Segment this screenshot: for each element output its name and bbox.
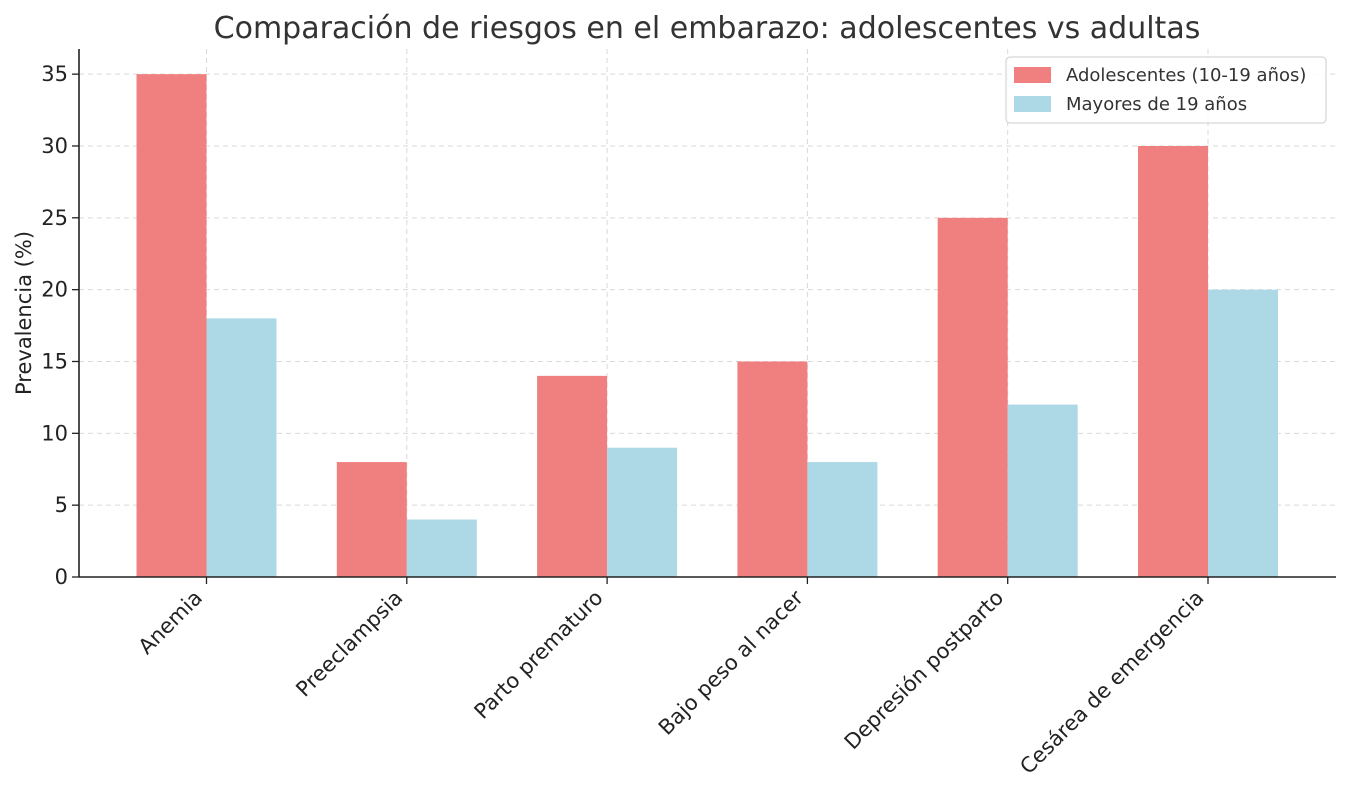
legend-label-mayores: Mayores de 19 años [1066, 94, 1247, 115]
bar-mayores [406, 519, 477, 577]
x-tick-label: Depresión postparto [840, 586, 1009, 755]
x-ticks: Anemia Preeclampsia Parto prematuro Bajo pe… [134, 577, 1209, 779]
bar-mayores [607, 447, 678, 577]
x-tick-label: Anemia [134, 586, 207, 659]
legend-swatch-mayores [1014, 96, 1051, 112]
y-tick-label: 15 [41, 349, 68, 373]
y-tick-label: 25 [41, 206, 68, 230]
bar-mayores [1007, 404, 1078, 577]
x-tick-label: Cesárea de emergencia [1015, 586, 1208, 779]
bar-adolescentes [336, 462, 407, 577]
y-ticks: 0 5 10 15 20 25 30 35 [41, 62, 79, 589]
bar-adolescentes [136, 74, 207, 578]
x-tick-label: Parto prematuro [470, 586, 608, 724]
y-axis-label: Prevalencia (%) [12, 231, 36, 395]
legend-box [1005, 56, 1327, 124]
legend-swatch-adolescentes [1014, 67, 1051, 83]
chart-title: Comparación de riesgos en el embarazo: a… [214, 11, 1201, 46]
bar-adolescentes [737, 361, 808, 577]
legend: Adolescentes (10-19 años) Mayores de 19 … [1005, 56, 1327, 124]
bars [136, 74, 1278, 578]
bar-adolescentes [537, 375, 608, 577]
y-tick-label: 30 [41, 134, 68, 158]
legend-label-adolescentes: Adolescentes (10-19 años) [1066, 65, 1306, 86]
bar-mayores [1208, 289, 1278, 577]
x-tick-label: Preeclampsia [291, 586, 407, 702]
bar-mayores [807, 462, 878, 577]
x-tick-label: Bajo peso al nacer [654, 585, 808, 739]
y-tick-label: 0 [55, 565, 68, 589]
bar-adolescentes [937, 217, 1008, 577]
y-tick-label: 35 [41, 62, 68, 86]
y-tick-label: 5 [55, 493, 68, 517]
axes [78, 49, 1336, 578]
bar-adolescentes [1138, 145, 1208, 577]
bar-mayores [206, 318, 277, 577]
y-tick-label: 10 [41, 421, 68, 445]
y-tick-label: 20 [41, 278, 68, 302]
